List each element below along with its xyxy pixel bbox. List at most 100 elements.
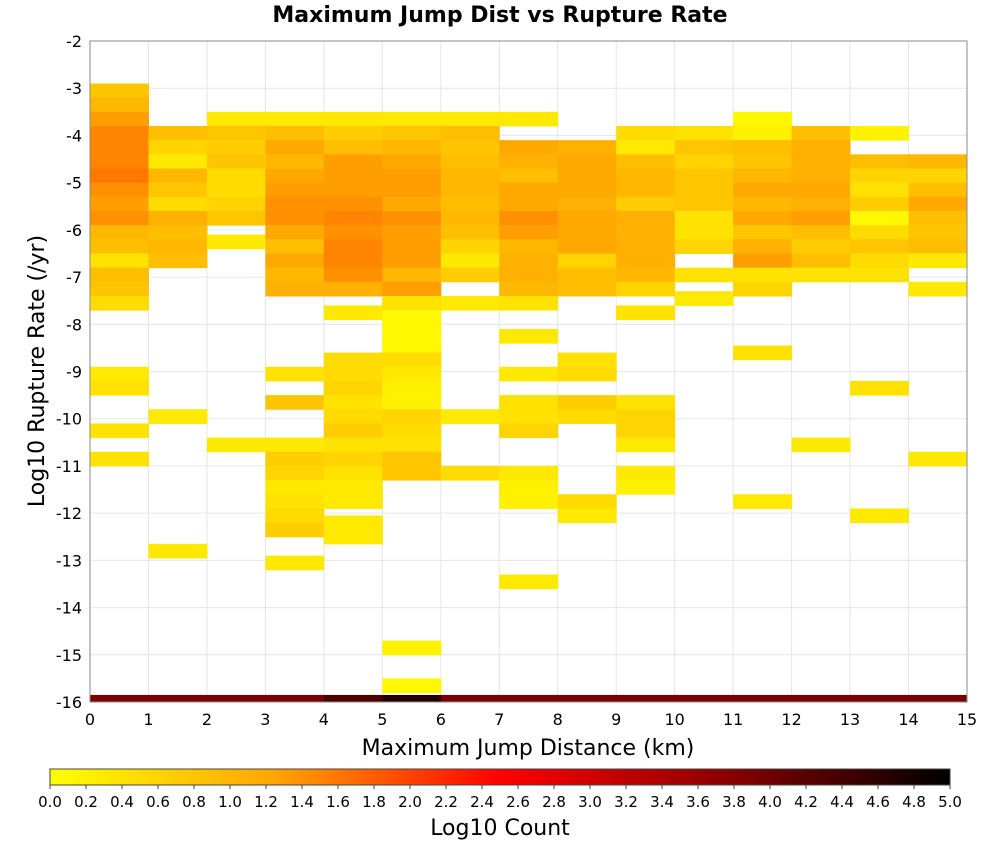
heatmap-cell — [265, 555, 325, 571]
colorbar-tick-label: 2.2 — [434, 793, 458, 811]
heatmap-cell — [148, 125, 208, 141]
heatmap-cell — [265, 168, 325, 184]
x-tick-labels: 0 1 2 3 4 5 6 7 8 9 10 11 12 13 14 15 — [85, 710, 977, 729]
heatmap-cell — [733, 494, 793, 509]
heatmap-cell — [382, 395, 442, 410]
heatmap-cell — [791, 210, 851, 226]
heatmap-cell — [265, 395, 325, 410]
heatmap-cell-bottom — [674, 694, 734, 702]
heatmap-cell — [323, 182, 383, 198]
heatmap-cell — [850, 196, 910, 212]
heatmap-cell — [382, 409, 442, 424]
heatmap-cell — [265, 196, 325, 212]
heatmap-cell-bottom — [908, 694, 968, 702]
heatmap-cell — [616, 196, 676, 212]
heatmap-cell-bottom — [733, 694, 793, 702]
y-tick-label: -2 — [66, 32, 82, 51]
y-tick-label: -9 — [66, 363, 82, 382]
heatmap-cell — [499, 239, 559, 254]
x-axis-label: Maximum Jump Distance (km) — [362, 736, 695, 761]
heatmap-cell — [265, 522, 325, 538]
heatmap-cell — [265, 140, 325, 155]
x-tick-label: 3 — [260, 710, 270, 729]
heatmap-cell — [557, 239, 617, 254]
y-tick-label: -4 — [66, 126, 82, 145]
heatmap-cell — [850, 125, 910, 141]
heatmap-cell — [90, 451, 149, 467]
heatmap-cell — [265, 225, 325, 240]
heatmap-cell — [674, 168, 734, 184]
heatmap-cell — [90, 154, 149, 169]
heatmap-cell — [850, 154, 910, 169]
heatmap-cell — [323, 465, 383, 481]
colorbar-tick-label: 0.4 — [110, 793, 134, 811]
heatmap-cell — [499, 210, 559, 226]
y-tick-label: -11 — [56, 457, 82, 476]
heatmap-cell — [323, 480, 383, 495]
heatmap-cell-bottom — [382, 694, 442, 702]
heatmap-cell — [323, 380, 383, 396]
heatmap-cells — [90, 83, 968, 702]
colorbar-tick-label: 4.8 — [902, 793, 926, 811]
heatmap-cell — [557, 225, 617, 240]
heatmap-cell — [674, 239, 734, 254]
heatmap-cell — [791, 196, 851, 212]
colorbar-tick-label: 3.0 — [578, 793, 602, 811]
y-tick-labels: -2 -3 -4 -5 -6 -7 -8 -9 -10 -11 -12 -13 -14 -15 -16 — [56, 32, 82, 712]
heatmap-cell — [265, 451, 325, 467]
x-tick-label: 9 — [611, 710, 621, 729]
heatmap-cell — [499, 225, 559, 240]
heatmap-cell — [265, 253, 325, 269]
heatmap-cell — [265, 267, 325, 283]
heatmap-cell-bottom — [148, 694, 208, 702]
x-tick-label: 8 — [553, 710, 563, 729]
heatmap-cell-bottom — [206, 694, 266, 702]
heatmap-cell — [499, 154, 559, 169]
heatmap-cell — [616, 182, 676, 198]
heatmap-cell — [382, 239, 442, 254]
heatmap-cell — [908, 154, 968, 169]
heatmap-cell — [557, 352, 617, 368]
heatmap-cell — [265, 154, 325, 169]
colorbar-tick-label: 4.4 — [830, 793, 854, 811]
x-tick-label: 10 — [664, 710, 684, 729]
heatmap-cell — [206, 154, 266, 169]
heatmap-cell — [382, 352, 442, 368]
heatmap-cell — [791, 154, 851, 169]
heatmap-cell — [850, 380, 910, 396]
heatmap-cell — [674, 140, 734, 155]
heatmap-cell — [90, 168, 149, 184]
heatmap-cell — [616, 423, 676, 439]
colorbar-tick-label: 1.4 — [290, 793, 314, 811]
heatmap-cell-bottom — [850, 694, 910, 702]
heatmap-cell — [733, 111, 793, 127]
heatmap-cell — [616, 267, 676, 283]
heatmap-cell — [791, 253, 851, 269]
heatmap-cell — [440, 196, 500, 212]
heatmap-cell — [499, 574, 559, 590]
heatmap-cell — [499, 465, 559, 481]
heatmap-cell — [440, 210, 500, 226]
heatmap-cell-bottom — [440, 694, 500, 702]
heatmap-cell — [499, 480, 559, 495]
colorbar-tick-label: 4.2 — [794, 793, 818, 811]
heatmap-cell — [90, 210, 149, 226]
heatmap-cell — [206, 182, 266, 198]
heatmap-cell — [323, 451, 383, 467]
heatmap-cell — [440, 140, 500, 155]
colorbar-tick-label: 1.2 — [254, 793, 278, 811]
heatmap-cell — [616, 168, 676, 184]
heatmap-cell — [557, 508, 617, 524]
heatmap-cell — [674, 267, 734, 283]
colorbar-tick-label: 3.6 — [686, 793, 710, 811]
heatmap-cell — [616, 305, 676, 321]
heatmap-cell-bottom — [323, 694, 383, 702]
heatmap-cell — [616, 409, 676, 424]
heatmap-cell — [791, 140, 851, 155]
heatmap-cell — [850, 168, 910, 184]
colorbar-label: Log10 Count — [430, 816, 570, 841]
heatmap-cell — [90, 182, 149, 198]
colorbar — [49, 768, 951, 786]
colorbar-tick-label: 4.6 — [866, 793, 890, 811]
heatmap-cell — [499, 182, 559, 198]
